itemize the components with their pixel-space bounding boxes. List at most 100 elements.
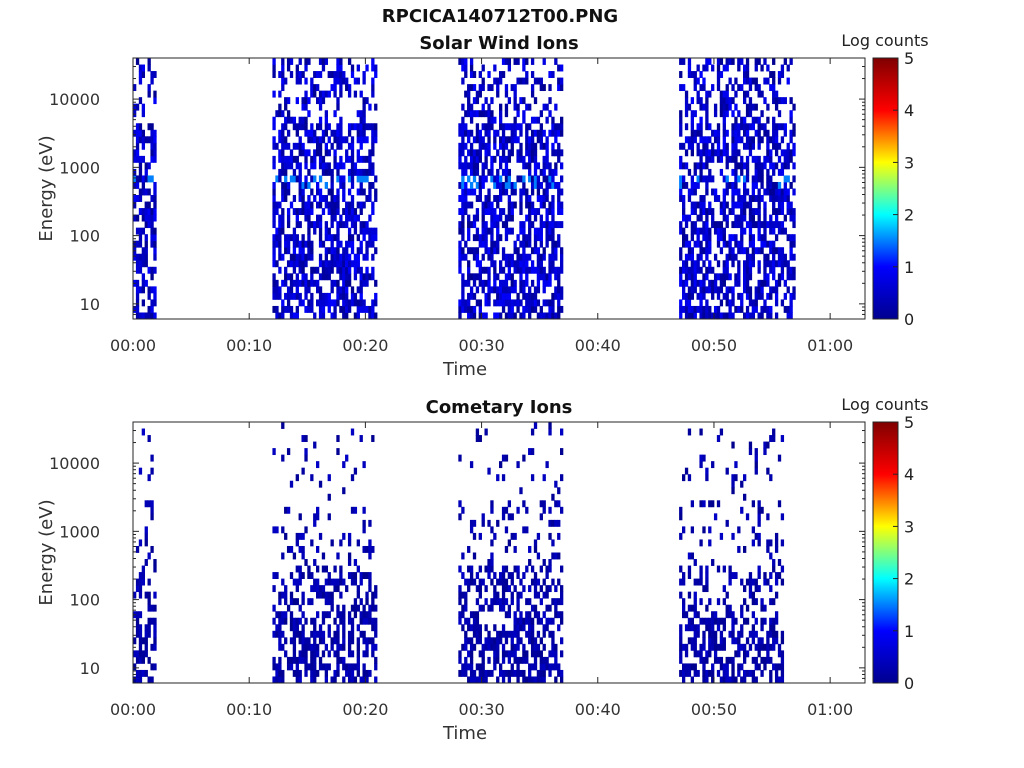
heatmap-cell [772, 630, 776, 638]
heatmap-cell [530, 58, 535, 65]
heatmap-cell [699, 578, 703, 586]
heatmap-cell [533, 168, 538, 176]
heatmap-cell [490, 84, 494, 92]
heatmap-cell [743, 260, 747, 268]
heatmap-cell [777, 97, 782, 105]
heatmap-cell [365, 545, 369, 553]
heatmap-cell [699, 279, 703, 287]
heatmap-cell [464, 208, 468, 215]
heatmap-cell [461, 234, 465, 242]
heatmap-cell [368, 240, 372, 248]
heatmap-cell [772, 559, 776, 566]
heatmap-cell [138, 136, 143, 144]
heatmap-cell [737, 123, 741, 131]
heatmap-cell [458, 513, 462, 521]
heatmap-cell [725, 591, 729, 599]
heatmap-cell [510, 149, 514, 157]
heatmap-cell [153, 227, 157, 235]
heatmap-cell [365, 617, 369, 625]
heatmap-cell [557, 663, 561, 671]
heatmap-cell [472, 97, 477, 105]
heatmap-cell [138, 585, 143, 593]
heatmap-cell [295, 598, 299, 606]
heatmap-cell [751, 591, 756, 599]
heatmap-cell [528, 585, 532, 593]
heatmap-cell [719, 90, 724, 98]
heatmap-cell [458, 58, 462, 65]
heatmap-cell [745, 266, 750, 274]
heatmap-cell [336, 208, 340, 215]
heatmap-cell [690, 305, 695, 313]
heatmap-cell [789, 58, 793, 65]
heatmap-cell [731, 84, 735, 92]
heatmap-cell [705, 221, 709, 229]
heatmap-cell [350, 123, 355, 131]
heatmap-cell [336, 643, 340, 651]
heatmap-cell [458, 155, 462, 163]
heatmap-cell [792, 188, 796, 196]
heatmap-cell [458, 617, 462, 625]
heatmap-cell [522, 286, 526, 294]
heatmap-cell [533, 545, 538, 553]
heatmap-cell [150, 208, 154, 215]
heatmap-cell [272, 195, 276, 202]
heatmap-cell [693, 663, 697, 671]
heatmap-cell [301, 201, 305, 209]
heatmap-cell [528, 292, 532, 300]
heatmap-cell [289, 162, 294, 170]
heatmap-cell [693, 624, 697, 632]
heatmap-cell [339, 58, 343, 65]
heatmap-cell [347, 572, 352, 579]
heatmap-cell [472, 136, 477, 144]
heatmap-cell [769, 84, 773, 92]
heatmap-cell [356, 585, 360, 593]
heatmap-cell [682, 227, 686, 235]
heatmap-cell [144, 532, 148, 540]
heatmap-cell [769, 630, 773, 638]
heatmap-cell [693, 312, 697, 320]
heatmap-cell [551, 71, 555, 78]
heatmap-cell [490, 110, 494, 118]
heatmap-cell [272, 116, 276, 124]
heatmap-cell [138, 637, 143, 645]
heatmap-cell [522, 77, 526, 85]
heatmap-cell [368, 539, 372, 547]
heatmap-cell [513, 630, 517, 638]
heatmap-cell [304, 97, 308, 105]
heatmap-cell [278, 240, 282, 248]
heatmap-cell [295, 292, 299, 300]
heatmap-cell [356, 253, 360, 261]
heatmap-cell [138, 77, 143, 85]
heatmap-cell [684, 149, 689, 157]
heatmap-cell [475, 110, 480, 118]
heatmap-cell [682, 598, 686, 606]
heatmap-cell [135, 214, 140, 222]
heatmap-cell [147, 292, 151, 300]
heatmap-cell [281, 643, 285, 651]
heatmap-cell [362, 526, 366, 534]
heatmap-cell [722, 110, 726, 118]
heatmap-cell [286, 208, 291, 215]
heatmap-cell [350, 208, 355, 215]
heatmap-cell [496, 247, 500, 255]
heatmap-cell [533, 299, 538, 307]
heatmap-cell [702, 247, 706, 255]
heatmap-cell [702, 312, 706, 320]
heatmap-cell [362, 227, 366, 235]
heatmap-cell [510, 532, 514, 540]
heatmap-cell [766, 273, 770, 281]
heatmap-cell [339, 181, 343, 189]
heatmap-cell [530, 84, 535, 92]
heatmap-cell [150, 175, 154, 183]
heatmap-cell [682, 611, 686, 619]
heatmap-cell [298, 676, 302, 684]
heatmap-cell [528, 201, 532, 209]
heatmap-cell [754, 58, 758, 65]
heatmap-cell [313, 559, 317, 566]
heatmap-cell [757, 266, 761, 274]
heatmap-cell [461, 292, 465, 300]
heatmap-cell [133, 201, 137, 209]
heatmap-cell [478, 181, 482, 189]
heatmap-cell [469, 519, 474, 527]
heatmap-cell [499, 175, 503, 183]
